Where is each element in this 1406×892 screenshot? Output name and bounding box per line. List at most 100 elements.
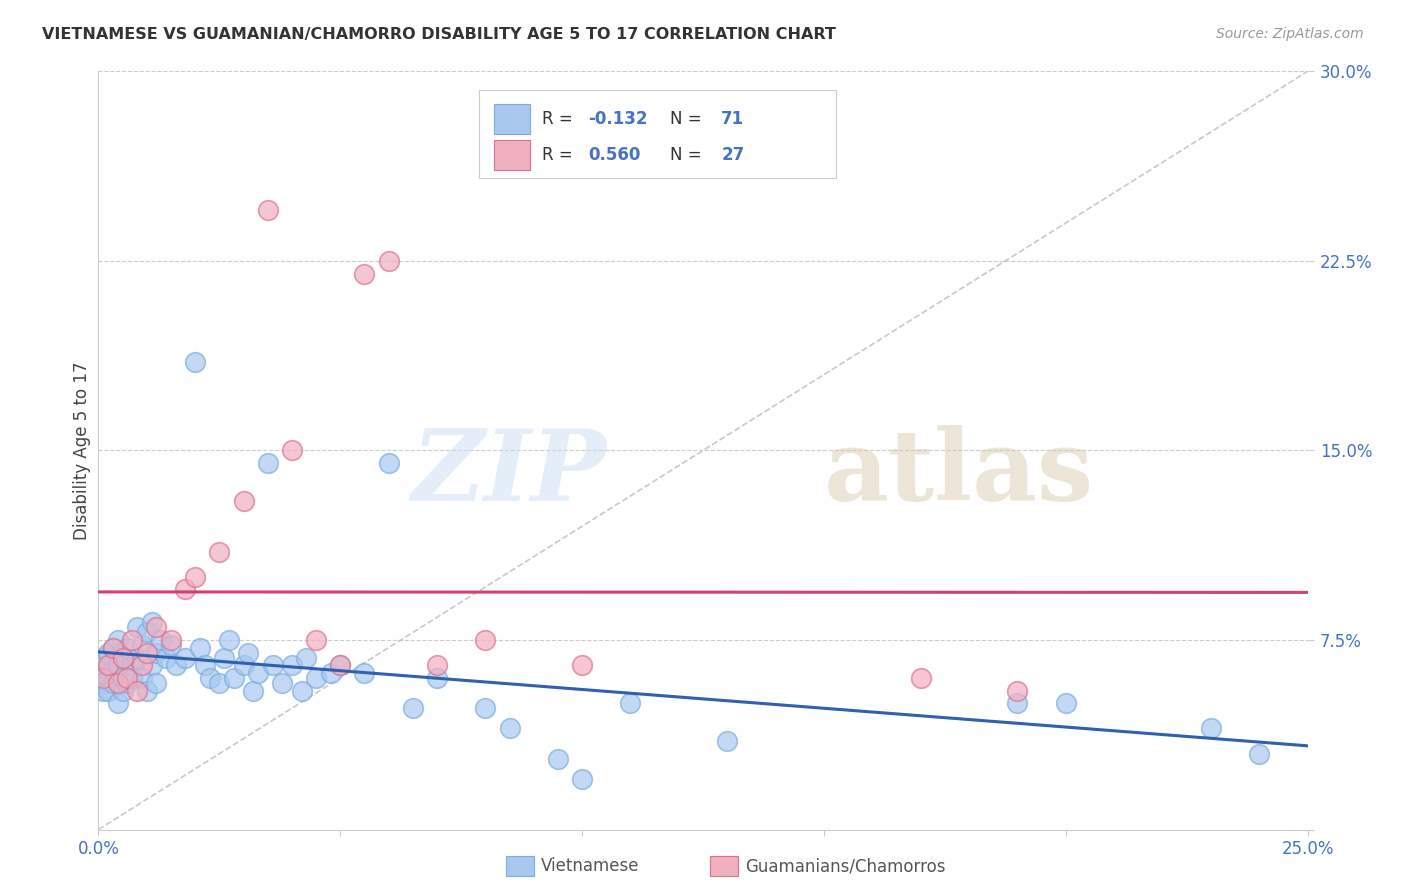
- Point: [101, 676, 124, 690]
- Point: [474, 701, 496, 715]
- Point: [121, 671, 143, 685]
- Point: [141, 658, 163, 673]
- Point: [498, 722, 520, 736]
- Point: [145, 676, 167, 690]
- Point: [319, 665, 342, 680]
- Point: [353, 267, 375, 281]
- Point: [242, 683, 264, 698]
- Point: [426, 671, 449, 685]
- Point: [305, 633, 328, 648]
- Point: [256, 456, 278, 470]
- Point: [101, 640, 124, 655]
- Point: [295, 650, 318, 665]
- FancyBboxPatch shape: [494, 139, 530, 170]
- Text: atlas: atlas: [824, 425, 1094, 522]
- Point: [1007, 683, 1029, 698]
- Point: [305, 671, 328, 685]
- Text: Vietnamese: Vietnamese: [541, 857, 640, 875]
- Point: [208, 544, 231, 558]
- Point: [145, 646, 167, 660]
- Point: [121, 658, 143, 673]
- Point: [188, 640, 211, 655]
- Point: [256, 203, 278, 218]
- Text: 27: 27: [721, 145, 744, 164]
- Point: [1054, 696, 1077, 710]
- FancyBboxPatch shape: [494, 104, 530, 135]
- Point: [97, 658, 120, 673]
- Point: [619, 696, 641, 710]
- Point: [111, 671, 134, 685]
- Point: [184, 355, 207, 369]
- Point: [232, 494, 254, 508]
- Text: 71: 71: [721, 110, 744, 128]
- Point: [271, 676, 294, 690]
- Point: [198, 671, 221, 685]
- Point: [131, 638, 153, 652]
- Point: [150, 633, 173, 648]
- Point: [571, 658, 593, 673]
- Point: [155, 650, 177, 665]
- Point: [111, 683, 134, 698]
- Point: [91, 683, 114, 698]
- Point: [212, 650, 235, 665]
- Point: [232, 658, 254, 673]
- Point: [716, 734, 738, 748]
- Point: [222, 671, 245, 685]
- Point: [101, 664, 124, 678]
- Point: [91, 650, 114, 665]
- Point: [238, 646, 260, 660]
- Point: [290, 683, 312, 698]
- FancyBboxPatch shape: [479, 90, 837, 178]
- Point: [107, 658, 129, 673]
- Point: [135, 683, 157, 698]
- Text: ZIP: ZIP: [412, 425, 606, 522]
- Point: [571, 772, 593, 786]
- Point: [91, 658, 114, 673]
- Point: [91, 676, 114, 690]
- Point: [135, 625, 157, 640]
- Point: [174, 650, 197, 665]
- Point: [247, 665, 270, 680]
- Point: [329, 658, 352, 673]
- Point: [547, 752, 569, 766]
- Text: -0.132: -0.132: [588, 110, 648, 128]
- Point: [101, 640, 124, 655]
- Point: [91, 665, 114, 680]
- Point: [107, 696, 129, 710]
- Point: [111, 650, 134, 665]
- Point: [281, 658, 304, 673]
- Point: [174, 582, 197, 597]
- Point: [117, 640, 139, 655]
- Text: R =: R =: [543, 110, 578, 128]
- Point: [127, 683, 149, 698]
- Point: [141, 615, 163, 630]
- Point: [117, 676, 139, 690]
- Text: N =: N =: [671, 145, 707, 164]
- Point: [97, 683, 120, 698]
- Point: [218, 633, 240, 648]
- Text: N =: N =: [671, 110, 707, 128]
- Text: Source: ZipAtlas.com: Source: ZipAtlas.com: [1216, 27, 1364, 41]
- Text: R =: R =: [543, 145, 578, 164]
- Point: [1249, 747, 1271, 761]
- Point: [194, 658, 217, 673]
- Point: [910, 671, 932, 685]
- Point: [165, 658, 187, 673]
- Point: [474, 633, 496, 648]
- Point: [117, 671, 139, 685]
- Point: [377, 456, 399, 470]
- Point: [97, 671, 120, 685]
- Point: [121, 633, 143, 648]
- Point: [127, 650, 149, 665]
- Point: [281, 443, 304, 458]
- Point: [131, 658, 153, 673]
- Point: [1199, 722, 1222, 736]
- Point: [426, 658, 449, 673]
- Point: [402, 701, 425, 715]
- Point: [127, 620, 149, 634]
- Point: [160, 638, 183, 652]
- Y-axis label: Disability Age 5 to 17: Disability Age 5 to 17: [73, 361, 91, 540]
- Point: [107, 633, 129, 648]
- Point: [131, 671, 153, 685]
- Point: [107, 676, 129, 690]
